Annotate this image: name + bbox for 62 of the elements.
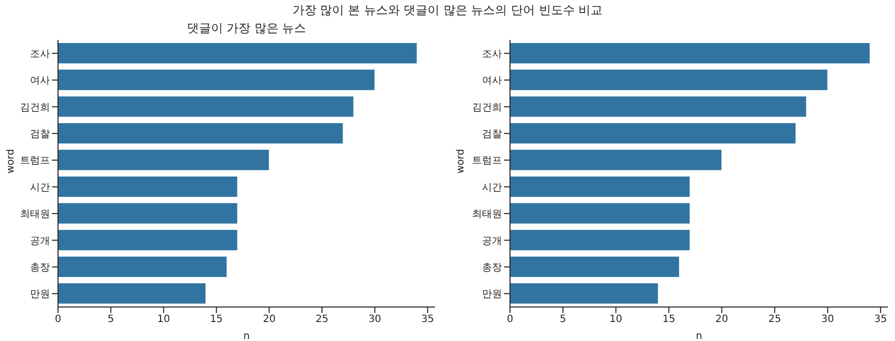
bar [58,69,376,91]
x-tick-label: 30 [368,314,382,326]
bar [58,282,206,304]
x-tick-label: 25 [316,314,328,326]
y-tick-label: 여사 [30,76,50,87]
x-tick-label: 20 [715,314,728,326]
y-axis-title: word [6,148,17,174]
chart-subtitle: 댓글이 가장 많은 뉴스 [186,20,308,37]
y-tick-label: 최태원 [20,209,50,220]
bar [510,42,870,64]
y-tick-label: 검찰 [30,129,50,140]
chart-title: 가장 많이 본 뉴스와 댓글이 많은 뉴스의 단어 빈도수 비교 [291,2,604,19]
y-tick-label: 만원 [482,289,502,300]
y-tick-label: 조사 [482,48,502,60]
bar [510,122,796,144]
y-tick-label: 트럼프 [472,156,502,167]
x-tick-label: 10 [157,314,170,326]
x-tick-label: 30 [821,314,834,326]
bar [510,229,690,251]
bar [510,69,828,91]
y-tick-label: 김건희 [472,102,502,114]
bar [58,42,418,64]
y-axis-title: word [456,148,467,174]
bar [510,282,659,304]
y-tick-label: 시간 [482,182,502,194]
x-tick-label: 15 [662,314,676,326]
bar [510,176,690,198]
y-tick-label: 총장 [482,262,502,274]
x-tick-label: 0 [506,314,514,326]
bar [58,176,238,198]
x-tick-label: 10 [610,314,622,326]
y-tick-label: 총장 [30,262,50,274]
bar [58,96,354,118]
x-tick-label: 35 [874,314,887,326]
bar [510,96,807,118]
bar [58,202,238,224]
y-tick-label: 공개 [30,236,50,247]
x-tick-label: 20 [262,314,276,326]
y-tick-label: 최태원 [472,209,502,220]
bar [510,202,690,224]
x-tick-label: 0 [54,314,62,326]
x-axis-title: n [243,331,250,341]
y-tick-label: 시간 [30,182,50,194]
y-tick-label: 여사 [482,76,502,87]
y-tick-label: 트럼프 [20,156,50,167]
x-tick-label: 5 [560,314,566,326]
y-tick-label: 공개 [482,236,502,247]
bar [510,149,722,171]
x-tick-label: 35 [421,314,434,326]
bar [58,256,228,278]
bar [510,256,680,278]
bar [58,122,344,144]
bar [58,149,270,171]
x-tick-label: 5 [108,314,114,326]
y-tick-label: 만원 [30,289,50,300]
y-tick-label: 조사 [30,48,50,60]
bar [58,229,238,251]
x-tick-label: 25 [768,314,782,326]
y-tick-label: 검찰 [482,129,502,140]
x-axis-title: n [696,331,702,341]
y-tick-label: 김건희 [20,102,50,114]
x-tick-label: 15 [210,314,223,326]
